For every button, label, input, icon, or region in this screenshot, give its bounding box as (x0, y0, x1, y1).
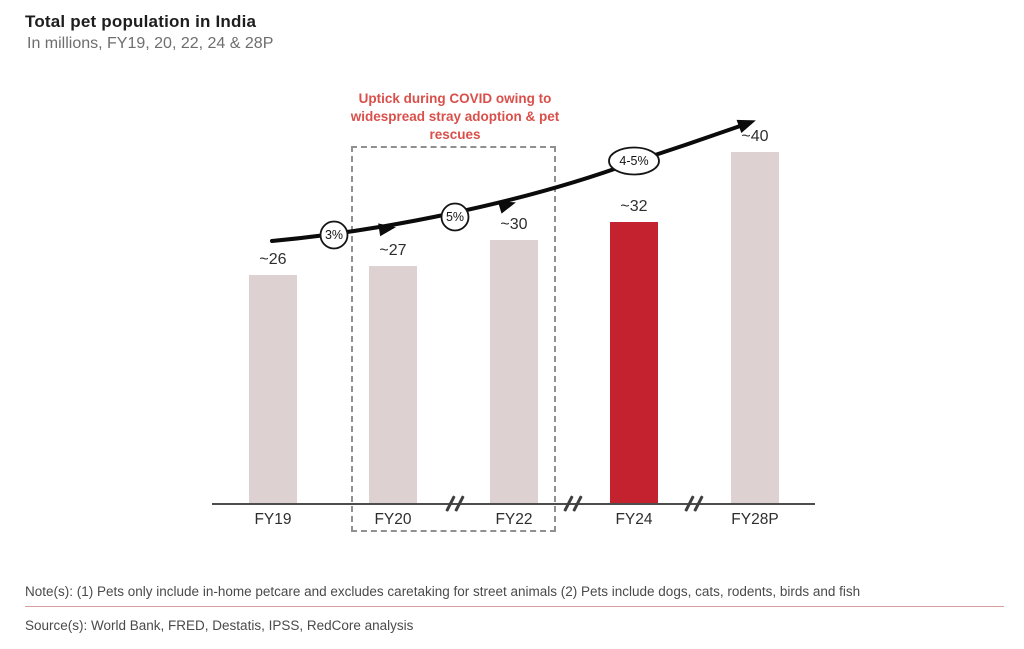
bar-value-label: ~40 (741, 128, 769, 145)
axis-label-fy28p: FY28P (731, 511, 779, 528)
covid-annotation-line: widespread stray adoption & pet (350, 109, 560, 124)
axis-label-fy19: FY19 (254, 511, 292, 528)
growth-badge-3pct: 3% (319, 220, 349, 250)
bar-fy22 (490, 240, 538, 504)
notes-text: Note(s): (1) Pets only include in-home p… (25, 584, 861, 599)
bar-fy19 (249, 275, 297, 504)
chart-title: Total pet population in India (25, 12, 257, 31)
growth-badge-label: 3% (325, 228, 343, 242)
bar-value-label: ~30 (500, 216, 528, 233)
covid-annotation: Uptick during COVID owing to widespread … (322, 90, 588, 144)
growth-badge-4-5pct: 4-5% (608, 146, 660, 176)
bar-fy24 (610, 222, 658, 504)
axis-label-fy22: FY22 (495, 511, 533, 528)
axis-label-fy24: FY24 (615, 511, 653, 528)
axis-label-fy20: FY20 (374, 511, 412, 528)
growth-badge-ellipse (608, 146, 660, 176)
chart-subtitle: In millions, FY19, 20, 22, 24 & 28P (27, 35, 274, 52)
footer-divider (25, 606, 1004, 607)
growth-badge-label: 4-5% (619, 154, 648, 168)
x-axis-line (212, 503, 815, 505)
bar-fy28p (731, 152, 779, 504)
bar-value-label: ~26 (259, 251, 287, 268)
growth-badge-circle (319, 220, 349, 250)
bar-value-label: ~32 (620, 198, 648, 215)
bar-fy20 (369, 266, 417, 504)
covid-annotation-line: Uptick during COVID owing to (358, 91, 552, 106)
covid-annotation-line: rescues (429, 127, 481, 142)
sources-text: Source(s): World Bank, FRED, Destatis, I… (25, 618, 414, 633)
bar-value-label: ~27 (379, 242, 407, 259)
